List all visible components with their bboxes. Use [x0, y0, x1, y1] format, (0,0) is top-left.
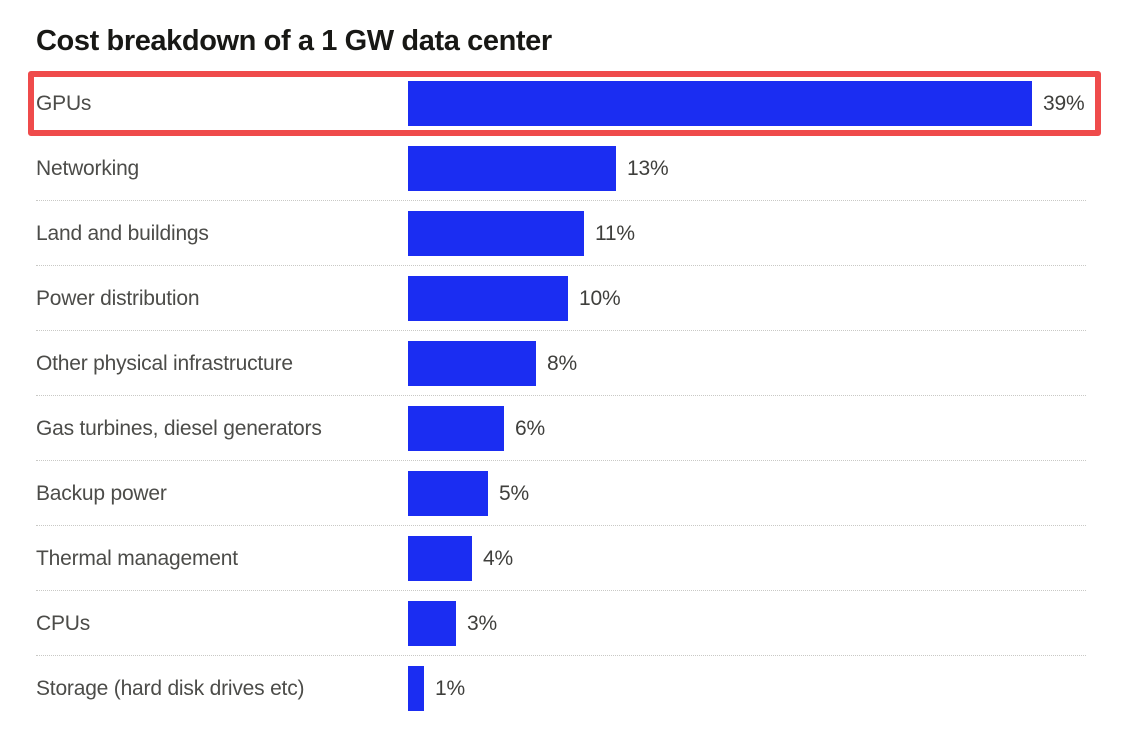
value-label: 6% [515, 416, 545, 440]
bar [408, 406, 504, 451]
chart-row: Land and buildings 11% [0, 201, 1125, 266]
chart-row: Backup power 5% [0, 461, 1125, 526]
row-label: Other physical infrastructure [36, 351, 293, 375]
bar-chart: GPUs 39% Networking 13% Land and buildin… [0, 71, 1125, 721]
value-label: 4% [483, 546, 513, 570]
row-label: GPUs [36, 91, 92, 115]
bar [408, 211, 584, 256]
value-label: 1% [435, 676, 465, 700]
value-label: 5% [499, 481, 529, 505]
bar [408, 471, 488, 516]
row-label: Networking [36, 156, 140, 180]
row-label: Gas turbines, diesel generators [36, 416, 322, 440]
bar [408, 146, 616, 191]
bar [408, 601, 456, 646]
row-label: CPUs [36, 611, 91, 635]
bar [408, 276, 568, 321]
value-label: 8% [547, 351, 577, 375]
bar [408, 341, 536, 386]
row-label: Thermal management [36, 546, 238, 570]
value-label: 3% [467, 611, 497, 635]
value-label: 13% [627, 156, 669, 180]
chart-row: GPUs 39% [0, 71, 1125, 136]
value-label: 11% [595, 221, 635, 245]
chart-row: Thermal management 4% [0, 526, 1125, 591]
chart-row: Networking 13% [0, 136, 1125, 201]
chart-row: CPUs 3% [0, 591, 1125, 656]
row-label: Land and buildings [36, 221, 209, 245]
bar [408, 81, 1032, 126]
row-label: Storage (hard disk drives etc) [36, 676, 305, 700]
chart-row: Gas turbines, diesel generators 6% [0, 396, 1125, 461]
value-label: 39% [1043, 91, 1085, 115]
chart-row: Power distribution 10% [0, 266, 1125, 331]
row-label: Power distribution [36, 286, 200, 310]
bar [408, 666, 424, 711]
row-label: Backup power [36, 481, 167, 505]
chart-title: Cost breakdown of a 1 GW data center [36, 25, 552, 57]
chart-row: Storage (hard disk drives etc) 1% [0, 656, 1125, 721]
value-label: 10% [579, 286, 621, 310]
bar [408, 536, 472, 581]
chart-row: Other physical infrastructure 8% [0, 331, 1125, 396]
